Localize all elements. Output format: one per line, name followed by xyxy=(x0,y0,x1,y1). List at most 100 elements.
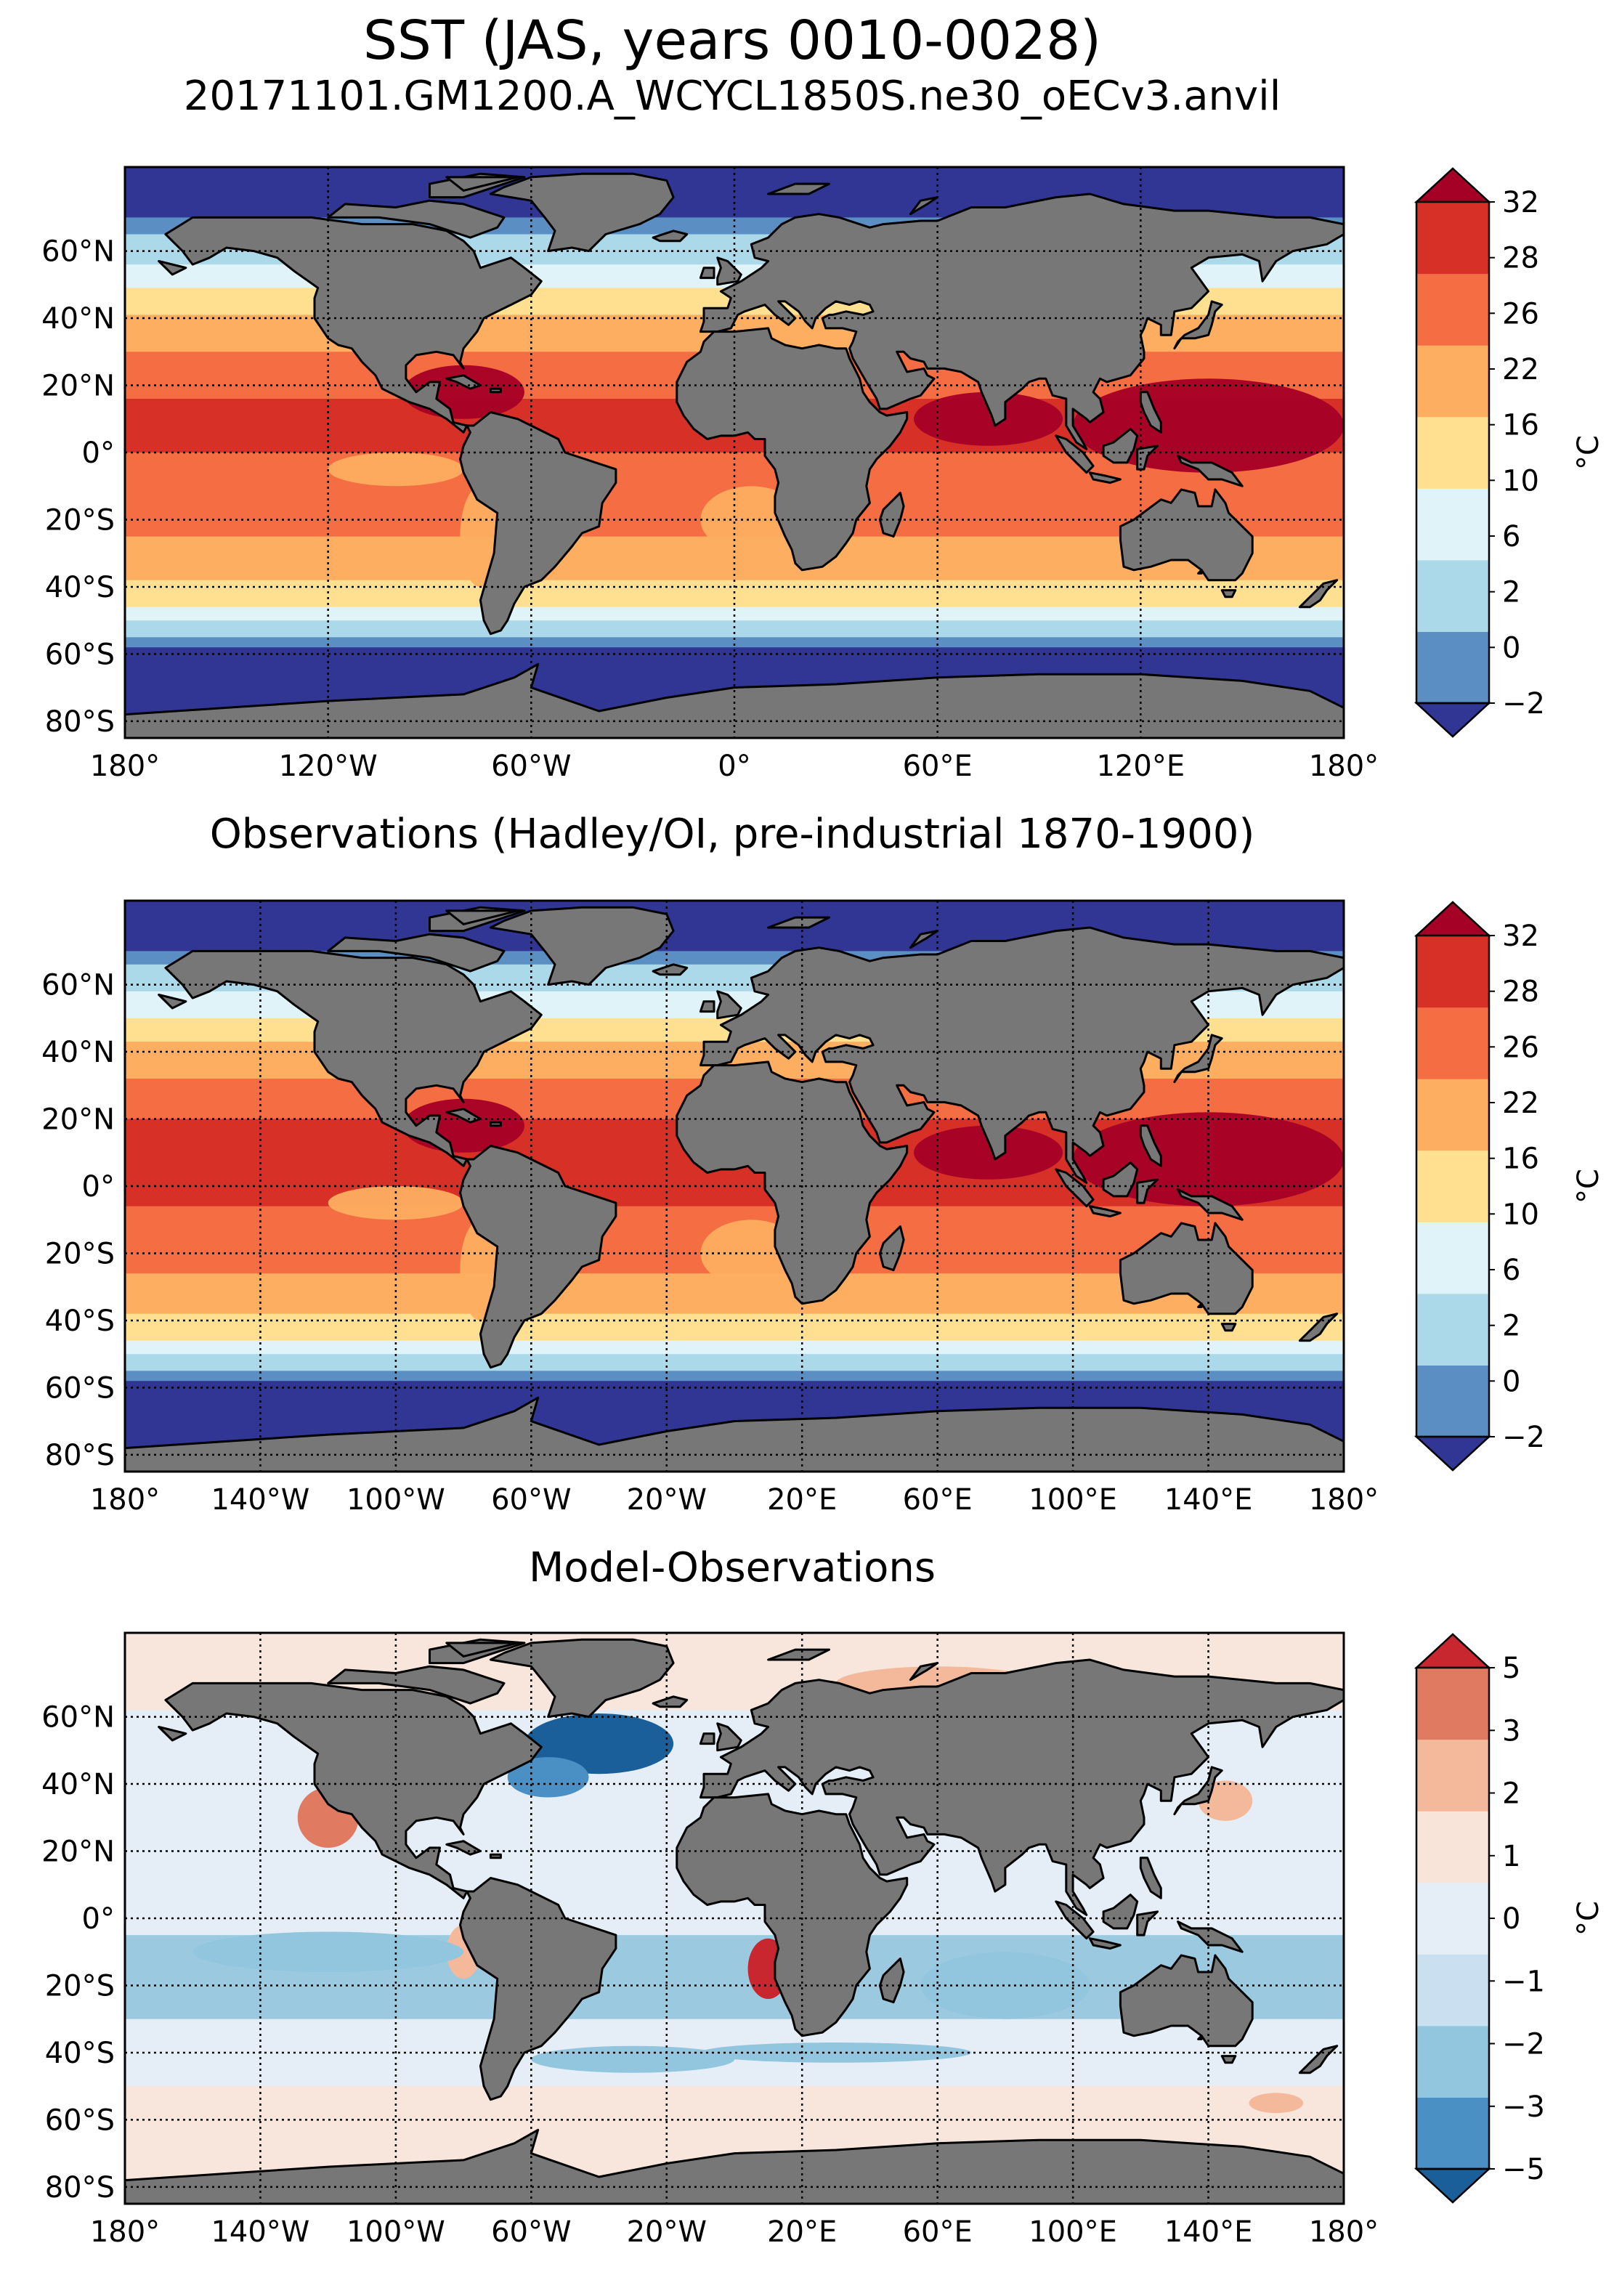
sst-band xyxy=(125,1186,1344,1190)
sst-band xyxy=(125,234,1344,238)
sst-band xyxy=(125,1394,1344,1399)
sst-band xyxy=(125,563,1344,567)
colorbar-tick-label: −2 xyxy=(1502,1421,1545,1454)
sst-band xyxy=(125,1172,1344,1177)
sst-band xyxy=(125,924,1344,928)
sst-band xyxy=(125,1347,1344,1352)
colorbar-segment xyxy=(1416,202,1489,275)
x-tick-label: 180° xyxy=(1309,750,1379,783)
sst-band xyxy=(125,1216,1344,1220)
colorbar-label: °C xyxy=(1572,435,1605,470)
land-polygon xyxy=(699,926,1344,1184)
land-polygon xyxy=(1177,1188,1244,1221)
colorbar-tick-label: 16 xyxy=(1502,409,1539,442)
colorbar-tick-label: 3 xyxy=(1502,1714,1520,1748)
sst-band xyxy=(125,617,1344,621)
colorbar-segment xyxy=(1416,1007,1489,1079)
sst-band xyxy=(125,907,1344,912)
land-polygon xyxy=(327,199,506,239)
map-panel-observations: 180° 140°W 100°W 60°W 20°W 20°E 60°E 100°E 140°E… xyxy=(41,899,1605,1517)
sst-band xyxy=(125,1199,1344,1204)
colorbar-tick-label: 26 xyxy=(1502,1031,1539,1064)
sst-band xyxy=(125,1169,1344,1174)
sst-band xyxy=(125,244,1344,248)
sst-band xyxy=(125,577,1344,581)
sst-band xyxy=(125,954,1344,959)
land-polygon xyxy=(878,1958,905,2004)
x-tick-label: 60°W xyxy=(491,1483,571,1517)
land-polygon xyxy=(445,909,519,925)
colorbar-tick-label: −3 xyxy=(1502,2090,1545,2124)
sst-band xyxy=(125,1061,1344,1066)
map-frame xyxy=(123,1631,1345,2205)
colorbar-tick-label: 22 xyxy=(1502,1087,1539,1120)
land-polygon xyxy=(164,1682,543,1899)
sst-band xyxy=(125,984,1344,989)
y-tick-label: 40°S xyxy=(45,1305,115,1338)
land-polygon xyxy=(1119,1954,1254,2048)
y-tick-label: 0° xyxy=(82,1902,115,1936)
sst-band xyxy=(125,988,1344,992)
colorbar-segment xyxy=(1416,1365,1489,1437)
map-panel-model: 180° 120°W 60°W 0° 60°E 120°E 180° 60°N 40°N 20°N… xyxy=(41,166,1605,783)
y-tick-label: 60°S xyxy=(45,1371,115,1405)
land-polygon xyxy=(1173,1766,1223,1816)
colorbar-segment xyxy=(1416,1150,1489,1222)
tick-labels: 180° 120°W 60°W 0° 60°E 120°E 180° 60°N 40°N 20°N… xyxy=(41,235,1379,783)
colorbar-tick-label: −5 xyxy=(1502,2153,1545,2186)
sst-band xyxy=(125,1310,1344,1315)
land-polygon xyxy=(158,994,187,1010)
colorbar-segment xyxy=(1416,1882,1489,1955)
y-tick-label: 60°N xyxy=(41,969,115,1002)
sst-band xyxy=(125,1418,1344,1422)
x-tick-label: 20°W xyxy=(627,2215,707,2249)
sst-band xyxy=(125,1364,1344,1368)
land-polygon xyxy=(445,1840,482,1856)
land-masses xyxy=(125,1638,1344,2204)
sst-band xyxy=(125,476,1344,480)
sst-band xyxy=(125,1327,1344,1331)
sst-band xyxy=(125,1196,1344,1201)
sst-band xyxy=(125,910,1344,915)
y-tick-label: 80°S xyxy=(45,2171,115,2204)
tick-labels: 180° 140°W 100°W 60°W 20°W 20°E 60°E 100°E 140°E… xyxy=(41,1701,1379,2249)
land-polygon xyxy=(489,1121,502,1127)
colorbar-tick-label: 2 xyxy=(1502,576,1520,609)
sst-band xyxy=(125,964,1344,969)
x-tick-label: 60°W xyxy=(491,750,571,783)
x-tick-label: 100°W xyxy=(346,1483,445,1517)
land-polygon xyxy=(716,990,742,1020)
colorbar-tick-label: −1 xyxy=(1502,1965,1545,1998)
colorbar-segment xyxy=(1416,1811,1489,1883)
colorbar-segment xyxy=(1416,1222,1489,1294)
y-tick-label: 20°S xyxy=(45,1970,115,2003)
land-polygon xyxy=(1055,434,1095,474)
sst-band xyxy=(125,1340,1344,1345)
sst-band xyxy=(125,951,1344,955)
land-polygon xyxy=(1298,579,1339,609)
y-tick-label: 80°S xyxy=(45,705,115,739)
sst-band xyxy=(125,251,1344,255)
sst-band xyxy=(125,930,1344,935)
land-polygon xyxy=(459,1145,617,1369)
sst-band xyxy=(125,1374,1344,1379)
sst-band xyxy=(125,593,1344,598)
sst-band xyxy=(125,914,1344,918)
colorbar-segment xyxy=(1416,559,1489,632)
land-polygon xyxy=(652,1695,689,1708)
land-polygon xyxy=(878,492,905,538)
sst-band xyxy=(125,1357,1344,1362)
colorbar-tick-label: 0 xyxy=(1502,1365,1520,1398)
sst-band xyxy=(125,961,1344,965)
diff-anomaly xyxy=(920,1952,1090,2019)
sst-band xyxy=(125,901,1344,905)
colorbar-tick-label: 28 xyxy=(1502,975,1539,1009)
sst-band xyxy=(125,650,1344,655)
y-tick-label: 20°N xyxy=(41,370,115,403)
diff-anomaly xyxy=(507,1757,589,1798)
panel-title-difference: Model-Observations xyxy=(528,1544,936,1591)
sst-band xyxy=(125,466,1344,470)
